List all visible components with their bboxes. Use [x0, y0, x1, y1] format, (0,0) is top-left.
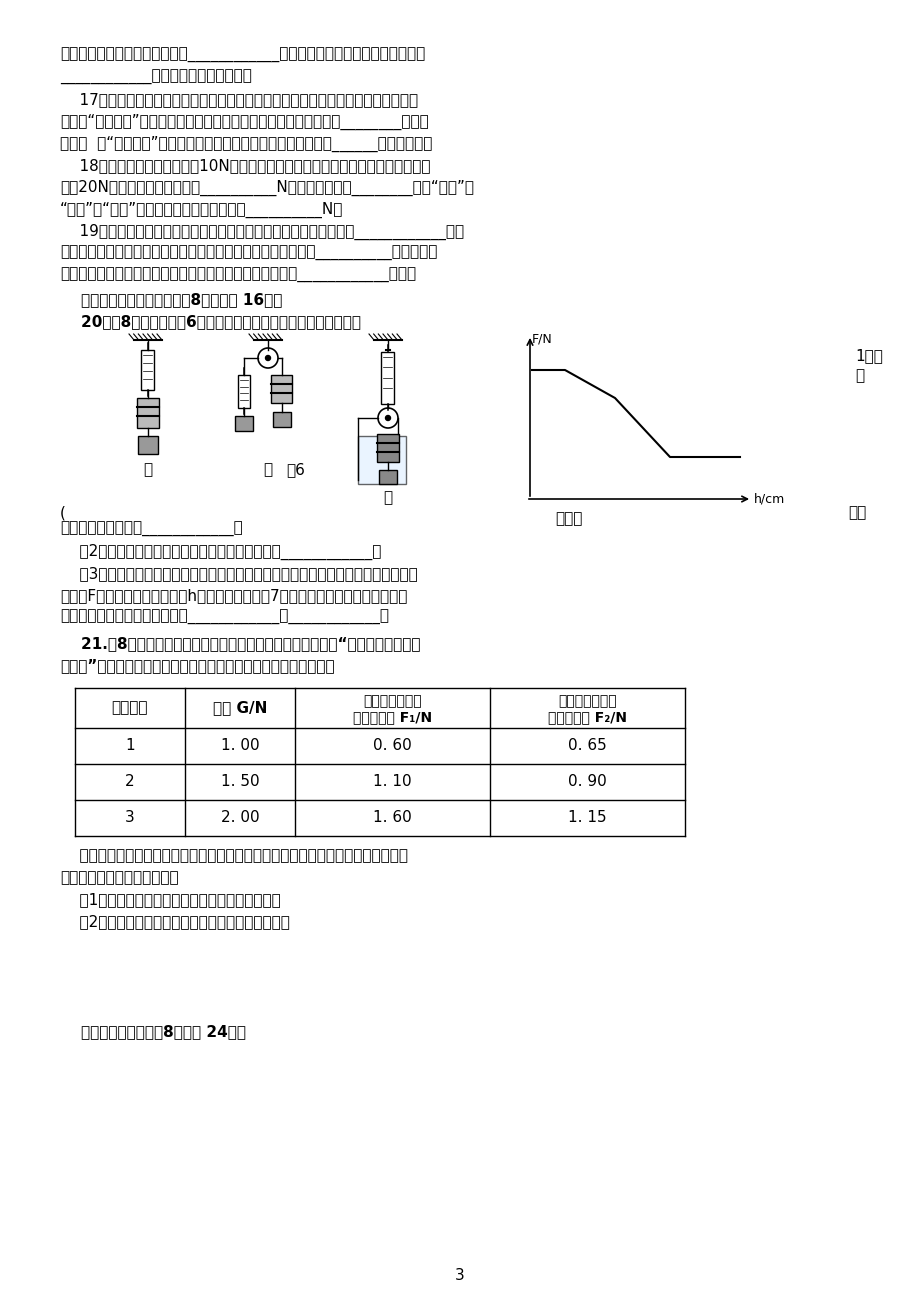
Text: 使用定滑轮时测: 使用定滑轮时测	[363, 694, 421, 709]
Text: 力计的示数 F₁/N: 力计的示数 F₁/N	[353, 710, 432, 724]
Text: 0. 90: 0. 90	[568, 775, 607, 789]
Text: 甲: 甲	[143, 462, 153, 477]
Text: 1. 15: 1. 15	[568, 810, 607, 826]
Text: 力计的示数 F₂/N: 力计的示数 F₂/N	[548, 710, 627, 724]
Text: 的实验经历，回答下列问题：: 的实验经历，回答下列问题：	[60, 870, 178, 885]
Text: 如：有“沙漠之舟”之称的骆驼，脚掌宽而大，是为了在沙漠中行走时________对沙子: 如：有“沙漠之舟”之称的骆驼，脚掌宽而大，是为了在沙漠中行走时________对…	[60, 114, 428, 130]
Text: 丙: 丙	[383, 490, 392, 504]
Text: 1: 1	[125, 738, 135, 754]
Text: F/N: F/N	[531, 332, 552, 344]
Text: 如果飞行中的钓球受到的所有的力突然消失，那么钓球将做____________运动。: 如果飞行中的钓球受到的所有的力突然消失，那么钓球将做____________运动…	[60, 268, 415, 283]
Circle shape	[257, 348, 278, 368]
Text: “下沉”或“悬浮”），物体静止时所受浮力为__________N。: “下沉”或“悬浮”），物体静止时所受浮力为__________N。	[60, 202, 343, 218]
Circle shape	[385, 416, 390, 420]
Text: 实验，小华的目的是____________；: 实验，小华的目的是____________；	[60, 523, 243, 537]
Text: 1）进: 1）进	[854, 348, 882, 363]
Bar	[271, 374, 292, 403]
Text: (: (	[60, 504, 66, 520]
Text: 实验次数: 实验次数	[111, 701, 148, 715]
Text: 3: 3	[125, 810, 135, 826]
Text: 21.（8分）做物理实验要遵循实事求是的原则，小雯同学在“研究定滑轮和动滑: 21.（8分）做物理实验要遵循实事求是的原则，小雯同学在“研究定滑轮和动滑	[60, 636, 420, 651]
Text: 2. 00: 2. 00	[221, 810, 259, 826]
Text: 使用动滑轮时测: 使用动滑轮时测	[558, 694, 616, 709]
Text: 的压强  有“森林医生”之称的啊木鸟，嘴尖而细长，是为了捉虫时______对木的压强。: 的压强 有“森林医生”之称的啊木鸟，嘴尖而细长，是为了捉虫时______对木的压…	[60, 136, 432, 152]
Text: 17、动物的一些器官生长非常特别，这与它们的生存方式、自然环境息息相关，例: 17、动物的一些器官生长非常特别，这与它们的生存方式、自然环境息息相关，例	[60, 92, 417, 107]
Bar	[234, 416, 253, 432]
Text: ____________首先测出了大气压的値。: ____________首先测出了大气压的値。	[60, 70, 252, 84]
Text: 改变；钓球落地时将地面砖出了一个小坑，说明力可以使物体的__________发生改变。: 改变；钓球落地时将地面砖出了一个小坑，说明力可以使物体的__________发生…	[60, 246, 437, 261]
Text: （2）请你对小雯的实验方法提出合理的改进意见。: （2）请你对小雯的实验方法提出合理的改进意见。	[60, 914, 289, 930]
Text: 1. 50: 1. 50	[221, 775, 259, 789]
Bar	[138, 436, 158, 454]
Bar	[238, 374, 250, 408]
Text: 不懈的探索和无私的奉献，其中____________结前人研究成果，得出了惯性定律，: 不懈的探索和无私的奉献，其中____________结前人研究成果，得出了惯性定…	[60, 48, 425, 62]
Text: 物重 G/N: 物重 G/N	[212, 701, 267, 715]
Text: 乙: 乙	[263, 462, 272, 477]
Circle shape	[266, 355, 270, 360]
Bar	[273, 412, 290, 426]
Bar	[357, 436, 405, 484]
Text: 1. 10: 1. 10	[373, 775, 412, 789]
Text: 甲、乙: 甲、乙	[554, 511, 582, 526]
Text: h/cm: h/cm	[754, 493, 785, 506]
Text: 两步: 两步	[847, 504, 866, 520]
Text: 0. 60: 0. 60	[373, 738, 412, 754]
Text: （2）进行乙、丙两步实验，小华想验证的猜想是____________；: （2）进行乙、丙两步实验，小华想验证的猜想是____________；	[60, 543, 381, 560]
Bar	[381, 352, 394, 404]
Bar	[379, 471, 397, 484]
Text: （3）小华研究浮力大小与深度的关系时，根据测得的实验数据，作出了弹簧测力计: （3）小华研究浮力大小与深度的关系时，根据测得的实验数据，作出了弹簧测力计	[60, 566, 417, 581]
Text: 四、计算题（每小颉8分，共 24分）: 四、计算题（每小颉8分，共 24分）	[60, 1024, 245, 1039]
Bar	[377, 434, 399, 462]
Text: 图6: 图6	[286, 462, 304, 477]
Circle shape	[378, 408, 398, 428]
Text: 力为20N，此时它所受的浮力为__________N，放手后物体将________（填“上浮”、: 力为20N，此时它所受的浮力为__________N，放手后物体将_______…	[60, 179, 473, 196]
Bar	[142, 350, 154, 390]
Text: 18、一个物体所受的重力为10N，将其全部洸没在水中时，它所排开的水所受的重: 18、一个物体所受的重力为10N，将其全部洸没在水中时，它所排开的水所受的重	[60, 159, 430, 173]
Text: 0. 65: 0. 65	[568, 738, 607, 754]
Text: 通过分析数据，她觉得与书中的结论偏差较大，你一定也做过这样的实验，回想你: 通过分析数据，她觉得与书中的结论偏差较大，你一定也做过这样的实验，回想你	[60, 848, 407, 863]
Text: 行: 行	[854, 368, 863, 384]
Text: 1. 60: 1. 60	[373, 810, 412, 826]
Text: 的示数F与物体下表面所处深度h的关系图像，如图7所示，根据图像可以判断出，此: 的示数F与物体下表面所处深度h的关系图像，如图7所示，根据图像可以判断出，此	[60, 588, 407, 603]
Text: 2: 2	[125, 775, 135, 789]
Bar	[137, 398, 159, 428]
Text: 轮特点”的实验中，完成了如图所示的实验，并记录了数据如下表。: 轮特点”的实验中，完成了如图所示的实验，并记录了数据如下表。	[60, 658, 335, 673]
Text: 20、（8分）小华用图6所示的实验，探究影响浮力大小的因素。: 20、（8分）小华用图6所示的实验，探究影响浮力大小的因素。	[60, 315, 360, 329]
Text: （1）该实验中出现这样结果的主要原因是什么？: （1）该实验中出现这样结果的主要原因是什么？	[60, 892, 280, 907]
Text: 19、投出去的馓球在重力作用下沿曲线运动，说明力可以使物体的____________发生: 19、投出去的馓球在重力作用下沿曲线运动，说明力可以使物体的__________…	[60, 224, 463, 240]
Text: 3: 3	[455, 1268, 464, 1283]
Text: 1. 00: 1. 00	[221, 738, 259, 754]
Text: 实验过程中浮力的变化情况是先____________后____________。: 实验过程中浮力的变化情况是先____________后____________。	[60, 610, 389, 625]
Text: 三、实验、探究题（每小颉8分，共计 16分）: 三、实验、探究题（每小颉8分，共计 16分）	[60, 292, 282, 307]
